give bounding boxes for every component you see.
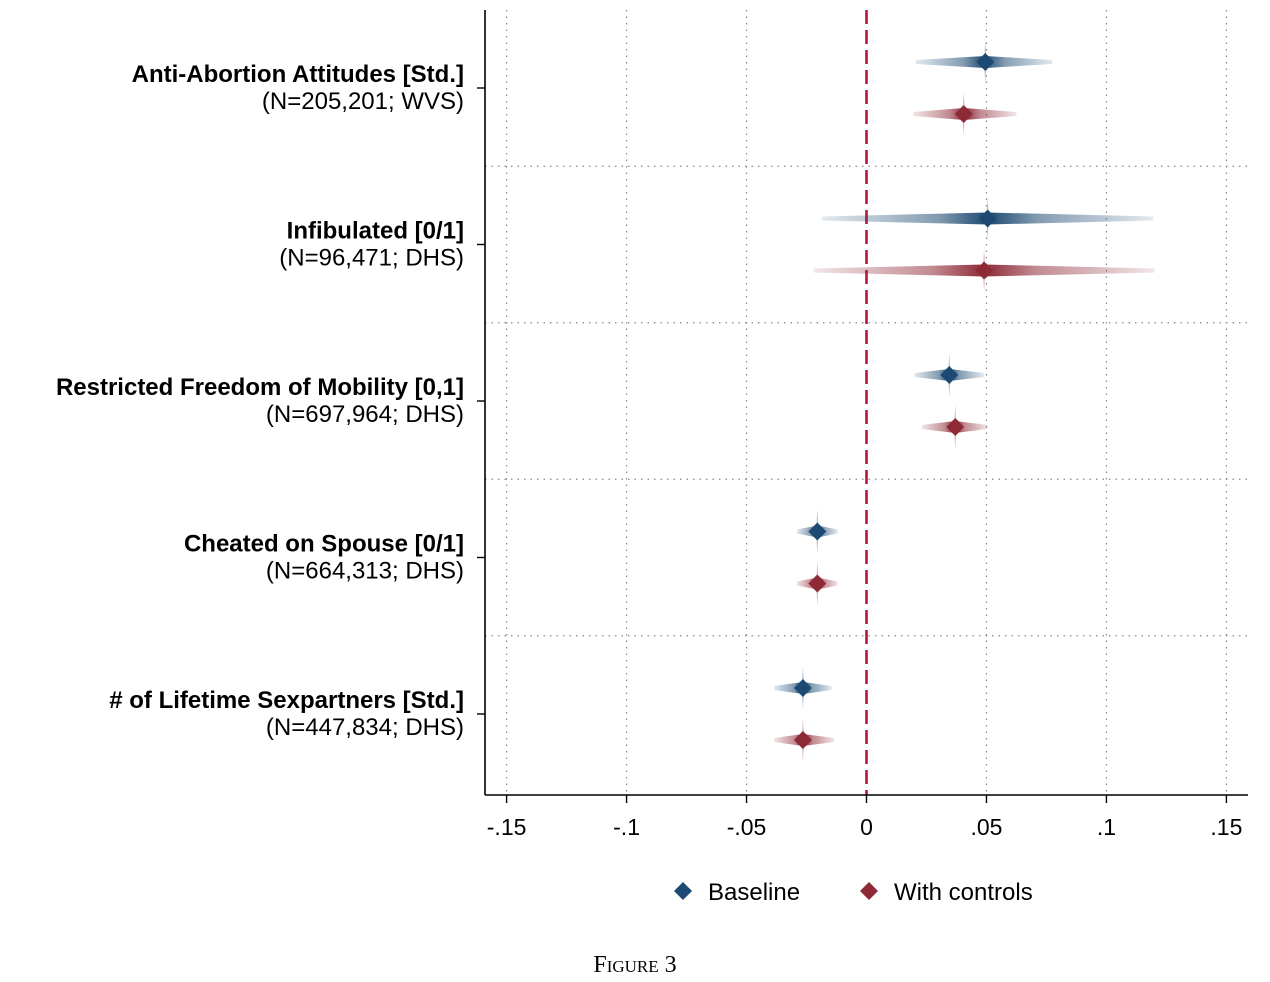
category-title: Infibulated [0/1] <box>287 218 464 245</box>
point-estimate-marker <box>793 731 812 749</box>
category-subtitle: (N=447,834; DHS) <box>266 714 464 741</box>
legend-label: With controls <box>894 879 1033 906</box>
estimate-baseline <box>822 196 1154 241</box>
category-title: Cheated on Spouse [0/1] <box>184 531 464 558</box>
estimate-with-controls <box>913 92 1017 136</box>
category-title: # of Lifetime Sexpartners [Std.] <box>109 687 464 714</box>
estimate-baseline <box>774 666 832 710</box>
axes: -.15 -.1 -.05 0 .05 .1 .15 <box>477 10 1248 840</box>
estimate-with-controls <box>921 405 988 449</box>
figure-caption: Figure 3 <box>593 952 677 978</box>
point-estimate-marker <box>978 209 997 228</box>
category-title: Restricted Freedom of Mobility [0,1] <box>56 374 464 401</box>
category-subtitle: (N=205,201; WVS) <box>262 88 464 115</box>
point-estimate-marker <box>940 366 959 384</box>
x-tick-label: 0 <box>860 814 873 840</box>
category-title: Anti-Abortion Attitudes [Std.] <box>132 61 464 88</box>
x-tick-label: .1 <box>1097 814 1116 840</box>
x-tick-label: -.1 <box>613 814 640 840</box>
estimate-with-controls <box>796 561 838 606</box>
estimate-baseline <box>915 40 1053 84</box>
legend-marker <box>674 882 692 900</box>
x-tick-label: -.05 <box>727 814 767 840</box>
category-subtitle: (N=96,471; DHS) <box>279 245 464 272</box>
x-tick-label: .05 <box>970 814 1002 840</box>
legend-marker <box>860 882 878 900</box>
category-subtitle: (N=697,964; DHS) <box>266 401 464 428</box>
point-estimate-marker <box>946 418 965 436</box>
legend-item: With controls <box>860 879 1033 906</box>
estimate-with-controls <box>813 248 1155 293</box>
point-estimate-marker <box>808 574 827 593</box>
point-estimate-marker <box>808 522 827 541</box>
estimate-baseline <box>914 353 985 397</box>
legend: Baseline With controls <box>674 879 1033 906</box>
legend-label: Baseline <box>708 879 800 906</box>
category-subtitle: (N=664,313; DHS) <box>266 558 464 585</box>
legend-item: Baseline <box>674 879 800 906</box>
x-tick-label: -.15 <box>487 814 527 840</box>
estimates <box>774 40 1155 762</box>
grid <box>485 10 1248 795</box>
point-estimate-marker <box>975 261 994 280</box>
point-estimate-marker <box>976 53 995 71</box>
category-labels: Anti-Abortion Attitudes [Std.](N=205,201… <box>56 61 464 741</box>
estimate-baseline <box>796 509 838 554</box>
estimate-with-controls <box>774 718 835 762</box>
point-estimate-marker <box>954 105 973 123</box>
x-tick-label: .15 <box>1210 814 1242 840</box>
point-estimate-marker <box>793 679 812 697</box>
